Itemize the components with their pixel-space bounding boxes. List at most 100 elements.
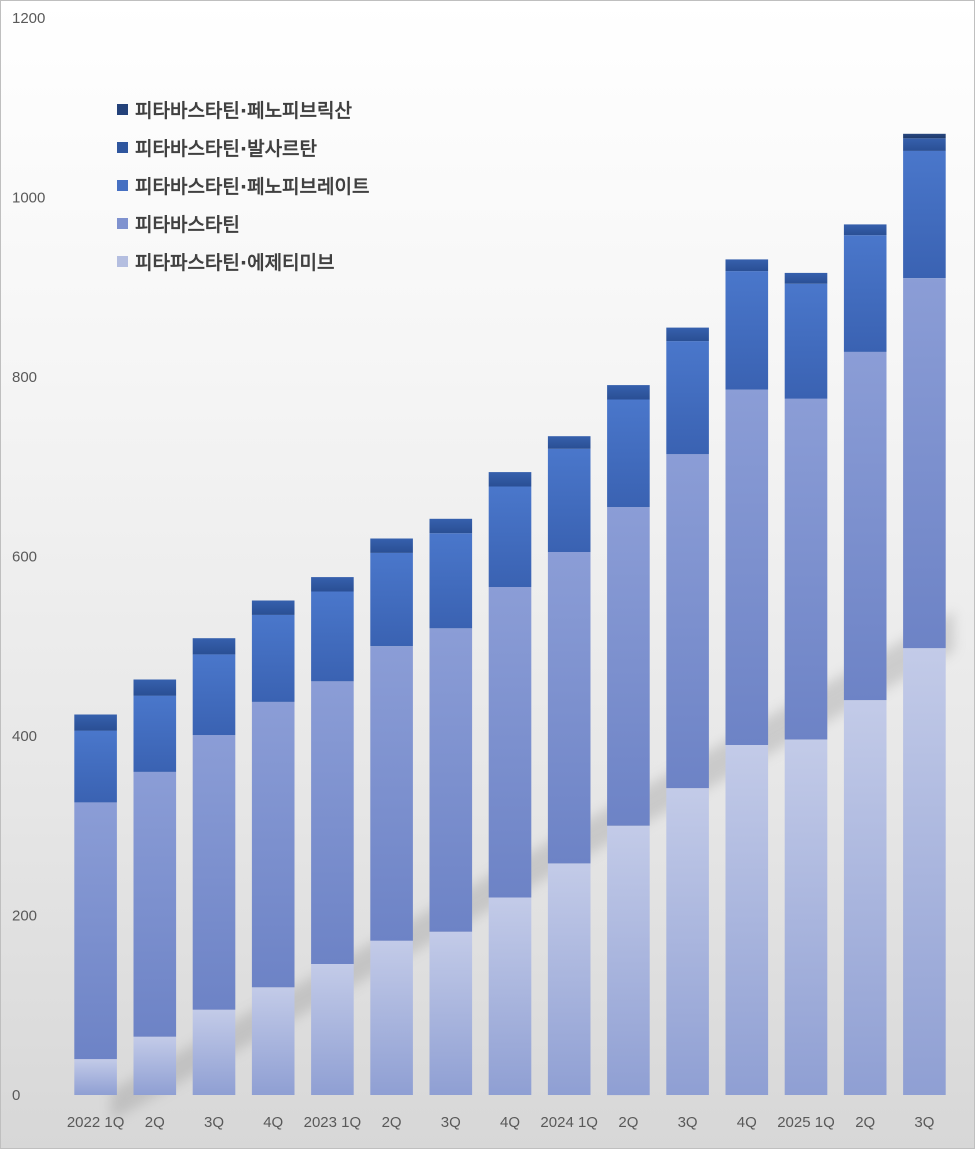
bar-segment [666, 454, 709, 789]
y-tick-label: 1000 [12, 190, 45, 207]
legend-label: 피타바스타틴·페노피브릭산 [135, 100, 352, 122]
legend-label: 피타바스타틴·페노피브레이트 [135, 176, 369, 198]
bar-segment [370, 940, 413, 1095]
bar-segment [784, 283, 828, 399]
x-tick-label: 2025 1Q [777, 1114, 835, 1131]
y-tick-label: 600 [12, 549, 37, 566]
bar-segment [370, 646, 413, 941]
x-axis: 2022 1Q 2Q 3Q 4Q 2023 1Q 2Q 3Q 4Q 2024 1Q 2Q 3Q 4Q 2… [67, 1114, 935, 1131]
x-tick-label: 2Q [855, 1114, 875, 1131]
bar-segment [607, 385, 650, 400]
x-tick-label: 2Q [145, 1114, 165, 1131]
bar-segment [547, 863, 591, 1095]
bar-segment [311, 591, 354, 682]
y-axis: 0 200 400 600 800 1000 1200 [12, 10, 45, 1104]
bar-segment [547, 552, 591, 864]
bar-segment [903, 278, 946, 649]
bar-segment [784, 739, 828, 1095]
bar-segment [784, 272, 828, 284]
bar-segment [74, 714, 117, 731]
y-tick-label: 400 [12, 728, 37, 745]
bar-segment [311, 681, 354, 964]
y-tick-label: 1200 [12, 10, 45, 27]
legend-label: 피타파스타틴·에제티미브 [135, 252, 335, 274]
x-tick-label: 3Q [678, 1114, 698, 1131]
bar-segment [488, 587, 532, 898]
bar-segment [607, 507, 650, 826]
bar-segment [547, 448, 591, 552]
bar-segment [192, 1009, 236, 1095]
bar-segment [251, 987, 295, 1095]
bar-shadow-band [111, 611, 954, 1121]
bar-segment [311, 577, 354, 592]
bar-segment [666, 788, 709, 1095]
legend-swatch [117, 180, 128, 191]
legend-label: 피타바스타틴 [135, 214, 240, 236]
bar-segment [607, 399, 650, 508]
bar-segment [251, 614, 295, 702]
x-tick-label: 3Q [441, 1114, 461, 1131]
bar-segment [666, 341, 709, 455]
y-tick-label: 0 [12, 1087, 20, 1104]
bar-segment [903, 150, 946, 279]
legend: 피타바스타틴·페노피브릭산피타바스타틴·발사르탄피타바스타틴·페노피브레이트피타… [117, 100, 369, 274]
bar-segment [429, 533, 473, 629]
bar-segment [725, 389, 769, 745]
x-tick-label: 4Q [263, 1114, 283, 1131]
bar-segment [784, 398, 828, 740]
bar-segment [133, 679, 177, 696]
bar-segment [843, 700, 887, 1095]
bar-segment [843, 351, 887, 701]
bar-segment [725, 271, 769, 390]
x-tick-label: 3Q [204, 1114, 224, 1131]
bar-segment [843, 224, 887, 236]
bar-segment [192, 735, 236, 1010]
y-tick-label: 200 [12, 908, 37, 925]
bars [74, 133, 946, 1096]
bar-segment [251, 701, 295, 988]
bar-segment [903, 138, 946, 151]
bar-segment [74, 730, 117, 803]
bar-segment [903, 133, 946, 139]
x-tick-label: 2023 1Q [304, 1114, 362, 1131]
bar-segment [74, 802, 117, 1060]
x-tick-label: 4Q [500, 1114, 520, 1131]
bar-segment [74, 1059, 117, 1095]
bar-segment [666, 327, 709, 342]
bar-segment [488, 486, 532, 587]
legend-swatch [117, 256, 128, 267]
x-tick-label: 2Q [618, 1114, 638, 1131]
x-tick-label: 4Q [737, 1114, 757, 1131]
bar-segment [725, 259, 769, 272]
shadow-band [111, 611, 954, 1121]
bar-segment [311, 964, 354, 1095]
legend-swatch [117, 218, 128, 229]
x-tick-label: 3Q [914, 1114, 934, 1131]
legend-swatch [117, 142, 128, 153]
bar-segment [843, 235, 887, 352]
bar-segment [607, 825, 650, 1096]
bar-segment [547, 436, 591, 449]
legend-swatch [117, 104, 128, 115]
bar-segment [488, 897, 532, 1095]
bar-segment [429, 518, 473, 534]
bar-segment [370, 538, 413, 553]
x-tick-label: 2022 1Q [67, 1114, 125, 1131]
bar-segment [251, 600, 295, 615]
x-tick-label: 2Q [382, 1114, 402, 1131]
bar-segment [903, 648, 946, 1095]
legend-label: 피타바스타틴·발사르탄 [135, 138, 318, 160]
bar-segment [133, 1036, 177, 1095]
bar-segment [192, 638, 236, 655]
bar-segment [192, 654, 236, 736]
bar-segment [429, 628, 473, 932]
bar-segment [133, 695, 177, 772]
bar-segment [488, 472, 532, 487]
bar-segment [370, 552, 413, 647]
bar-segment [725, 745, 769, 1095]
y-tick-label: 800 [12, 369, 37, 386]
bar-segment [133, 771, 177, 1037]
x-tick-label: 2024 1Q [540, 1114, 598, 1131]
